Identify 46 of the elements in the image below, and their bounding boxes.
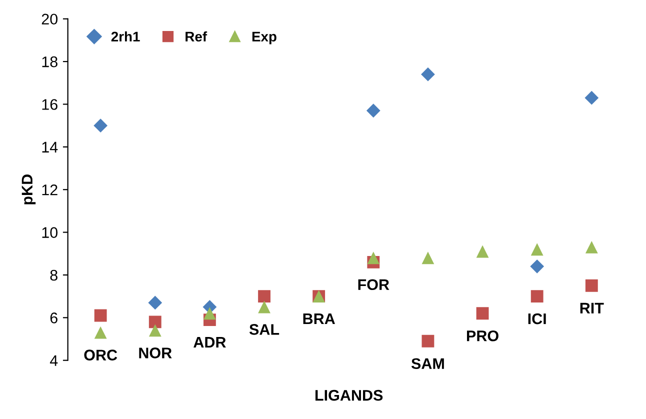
x-tick-label: BRA [303, 314, 335, 324]
point [476, 307, 489, 320]
legend-label: Exp [252, 32, 276, 44]
point [366, 104, 380, 118]
y-tick-label: 8 [50, 270, 58, 281]
y-axis-title: pKD [22, 174, 36, 204]
point [584, 90, 599, 105]
x-tick-label: ADR [194, 337, 226, 348]
x-axis-title: LIGANDS [315, 390, 383, 401]
point [94, 118, 108, 133]
x-tick-label: NOR [139, 348, 172, 358]
y-tick-label: 20 [42, 14, 58, 25]
point [421, 67, 435, 82]
y-tick-label: 4 [50, 355, 58, 366]
point [148, 316, 162, 328]
point [585, 279, 598, 292]
point [367, 252, 380, 264]
point [94, 326, 107, 339]
x-tick-label: PRO [466, 330, 498, 342]
x-tick-label: FOR [358, 279, 390, 290]
point [585, 241, 598, 254]
point [476, 245, 489, 258]
point [258, 300, 270, 314]
point [530, 243, 544, 256]
y-tick-label: 18 [42, 56, 58, 68]
point [530, 259, 544, 274]
y-tick-label: 16 [42, 99, 58, 110]
point [258, 290, 270, 303]
x-tick-label: ICI [528, 313, 546, 324]
y-tick-label: 10 [42, 227, 58, 238]
legend-label: Ref [186, 31, 208, 42]
x-tick-label: SAL [249, 324, 280, 335]
point [203, 307, 216, 320]
x-tick-label: ORC [84, 350, 118, 360]
point [148, 296, 162, 310]
legend-label: 2rh1 [111, 31, 140, 42]
point [94, 309, 107, 322]
point [148, 324, 162, 337]
x-tick-label: RIT [580, 302, 604, 314]
y-tick-label: 14 [42, 142, 58, 152]
point [422, 334, 434, 348]
x-tick-label: SAM [411, 358, 444, 370]
point [530, 290, 544, 303]
point [422, 252, 434, 264]
y-tick-label: 12 [42, 184, 58, 196]
y-tick-label: 6 [50, 312, 58, 324]
